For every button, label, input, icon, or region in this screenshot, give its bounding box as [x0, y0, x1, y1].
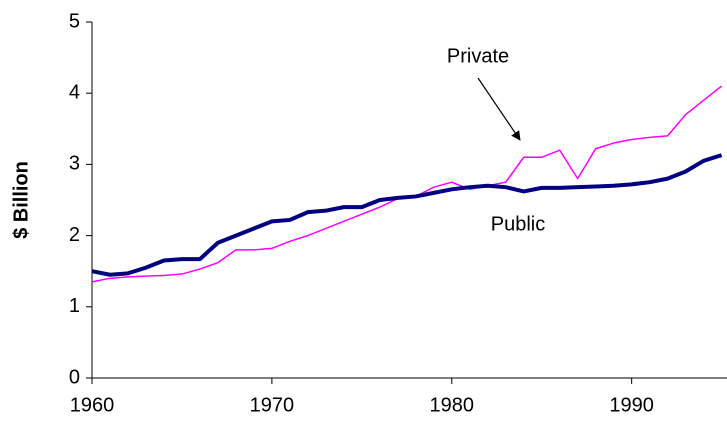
y-axis-label: $ Billion	[10, 161, 32, 239]
y-tick-label: 2	[69, 224, 80, 246]
annotation: Public	[491, 213, 545, 235]
annotation: Private	[447, 45, 509, 67]
line-series	[91, 153, 723, 277]
x-tick-label: 1970	[250, 394, 295, 416]
x-tick-label: 1990	[609, 394, 654, 416]
x-tick-label: 1980	[430, 394, 475, 416]
y-tick-label: 5	[69, 10, 80, 32]
y-tick-label: 4	[69, 81, 80, 103]
y-tick-label: 3	[69, 153, 80, 175]
annotation-arrow	[477, 77, 521, 141]
y-tick-label: 0	[69, 366, 80, 388]
y-tick-label: 1	[69, 295, 80, 317]
x-tick-label: 1960	[70, 394, 115, 416]
